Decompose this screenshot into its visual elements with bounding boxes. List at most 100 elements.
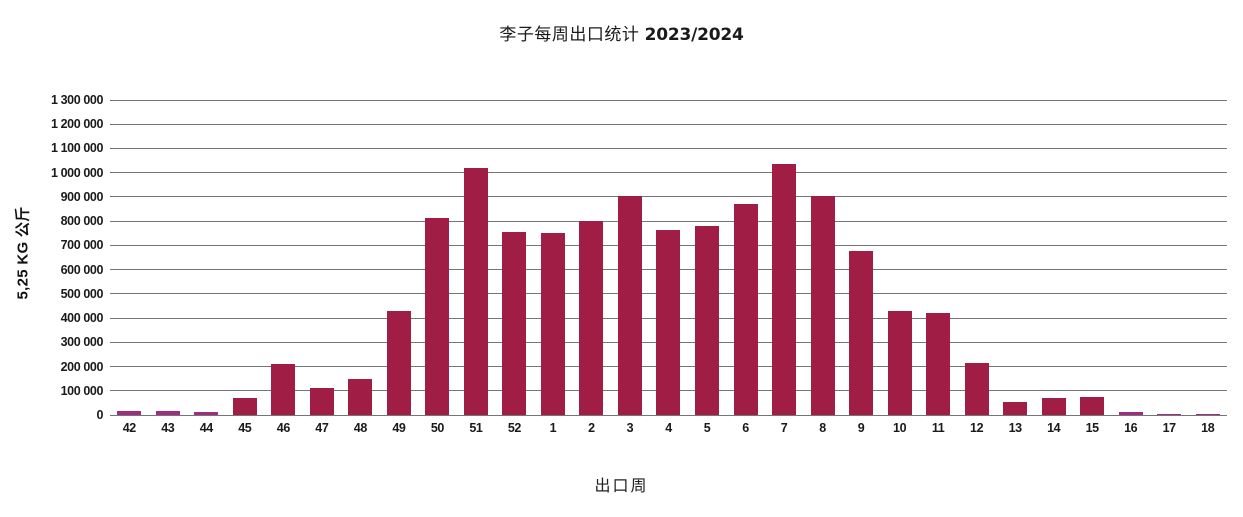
y-tick-label: 700 000: [60, 238, 104, 253]
bar-week-12: [964, 362, 989, 415]
bar-week-18: [1195, 413, 1220, 415]
bar-slot: [1073, 100, 1112, 415]
bar-week-42: [117, 411, 142, 415]
bar-slot: [842, 100, 881, 415]
x-tick-label: 52: [507, 421, 522, 435]
x-tick-label: 5: [703, 421, 711, 435]
gridline: [110, 172, 1227, 174]
bar-slot: [534, 100, 573, 415]
bar-week-2: [579, 221, 604, 415]
bar-week-15: [1080, 396, 1105, 415]
y-tick-label: 0: [96, 408, 103, 422]
y-tick-label: 1 000 000: [50, 165, 103, 180]
x-tick-label: 11: [931, 421, 945, 435]
bar-slot: [649, 100, 688, 415]
bar-week-6: [733, 204, 758, 415]
gridline: [110, 99, 1227, 101]
bar-week-5: [694, 226, 719, 415]
bar-slot: [1111, 100, 1150, 415]
bar-week-48: [348, 378, 373, 415]
y-tick-label: 1 100 000: [50, 141, 103, 156]
bar-slot: [149, 100, 188, 415]
bar-slot: [996, 100, 1035, 415]
bar-slot: [457, 100, 496, 415]
x-tick-label: 46: [276, 421, 291, 435]
bar-week-8: [810, 195, 835, 415]
x-tick-label: 47: [315, 421, 329, 435]
x-axis-tick-labels: 42 43 44 45 46 47 48 49 50 51 52 1 2 3 4 5 6 7 8 9 10 11 12 13 1…: [110, 421, 1227, 435]
bar-week-7: [772, 164, 797, 415]
bar-slot: [1150, 100, 1189, 415]
chart-title-text: 李子每周出口统计: [499, 25, 640, 45]
x-tick-label: 18: [1201, 421, 1215, 435]
gridline: [110, 414, 1227, 416]
x-tick-label: 12: [970, 421, 984, 435]
x-axis-title: 出口周: [594, 476, 649, 495]
y-tick-label: 100 000: [60, 383, 104, 398]
x-tick-label: 15: [1085, 421, 1100, 435]
x-tick-label: 50: [430, 421, 445, 435]
x-tick-label: 6: [742, 421, 749, 435]
gridline: [110, 196, 1227, 198]
y-tick-label: 900 000: [60, 189, 104, 204]
bar-slot: [803, 100, 842, 415]
bar-week-50: [425, 217, 450, 415]
bar-slot: [380, 100, 419, 415]
x-tick-label: 51: [469, 421, 483, 435]
bar-week-47: [309, 388, 334, 415]
bar-week-10: [887, 310, 912, 415]
bar-slot: [688, 100, 727, 415]
x-tick-label: 3: [626, 421, 634, 435]
x-tick-label: 14: [1047, 421, 1061, 435]
bar-slot: [110, 100, 149, 415]
bar-week-13: [1003, 401, 1028, 415]
bar-slot: [957, 100, 996, 415]
bar-slot: [1034, 100, 1073, 415]
bar-week-17: [1157, 413, 1182, 415]
bar-week-44: [194, 412, 219, 415]
y-tick-label: 500 000: [60, 286, 104, 301]
bar-week-1: [540, 233, 565, 415]
x-tick-label: 42: [122, 421, 137, 435]
x-tick-label: 10: [893, 421, 907, 435]
y-tick-label: 1 300 000: [50, 93, 103, 107]
bar-week-11: [926, 313, 951, 415]
gridline: [110, 220, 1227, 222]
bar-slot: [226, 100, 265, 415]
bar-slot: [726, 100, 765, 415]
bar-week-51: [463, 167, 488, 415]
chart-title-season: 2023/2024: [644, 25, 744, 45]
bar-week-45: [232, 398, 257, 415]
x-tick-label: 13: [1008, 421, 1023, 435]
bar-slot: [572, 100, 611, 415]
y-tick-label: 400 000: [60, 311, 104, 326]
y-tick-label: 600 000: [60, 262, 104, 277]
bar-week-52: [502, 232, 527, 415]
x-tick-label: 17: [1162, 421, 1177, 435]
y-tick-label: 200 000: [60, 359, 104, 374]
y-tick-label: 300 000: [60, 335, 104, 350]
x-tick-label: 45: [238, 421, 252, 435]
bar-slot: [919, 100, 958, 415]
bar-slot: [611, 100, 650, 415]
bar-slot: [880, 100, 919, 415]
bar-week-16: [1118, 412, 1143, 415]
chart-title: 李子每周出口统计 2023/2024: [0, 20, 1243, 45]
bar-week-43: [155, 411, 180, 415]
gridline: [110, 147, 1227, 149]
bar-slot: [765, 100, 804, 415]
bar-week-46: [271, 364, 296, 415]
x-tick-label: 1: [549, 421, 557, 435]
x-tick-label: 44: [199, 421, 214, 435]
bar-week-3: [617, 195, 642, 415]
x-tick-label: 49: [392, 421, 406, 435]
x-tick-label: 8: [819, 421, 826, 435]
x-tick-label: 9: [857, 421, 865, 435]
x-tick-label: 48: [353, 421, 368, 435]
bar-week-14: [1041, 398, 1066, 415]
x-tick-label: 7: [780, 421, 788, 435]
y-axis-tick-labels: 1 300 000 1 200 000 1 100 000 1 000 000 900 …: [0, 93, 104, 422]
bar-slot: [1188, 100, 1227, 415]
bar-slot: [341, 100, 380, 415]
x-tick-label: 43: [161, 421, 175, 435]
